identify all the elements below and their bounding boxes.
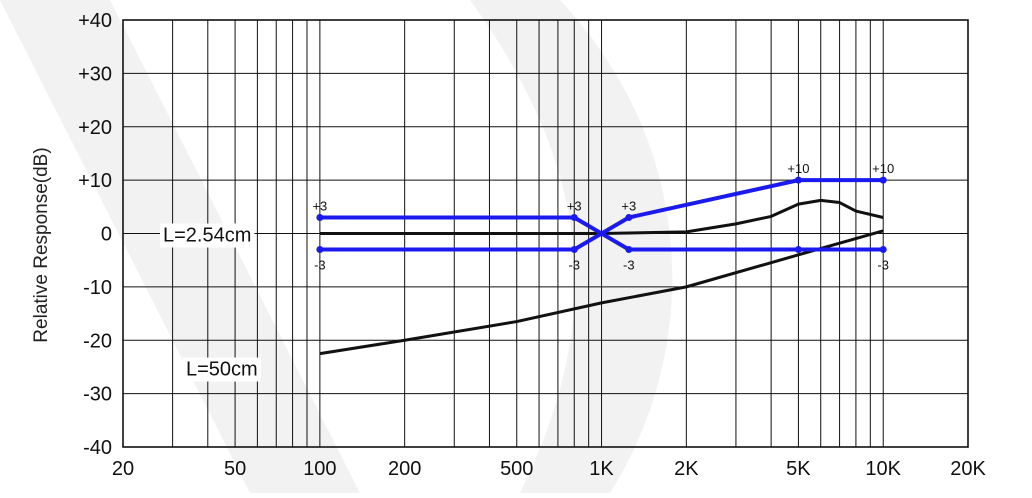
limit-value-label: +3 — [567, 198, 582, 213]
x-tick-label: 5K — [786, 458, 811, 480]
limit-point-lower — [880, 246, 887, 253]
x-tick-label: 200 — [388, 458, 421, 480]
y-tick-label: +30 — [78, 63, 112, 85]
series-annotation: L=2.54cm — [163, 225, 251, 247]
y-tick-label: +20 — [78, 117, 112, 139]
x-tick-label: 20K — [950, 458, 986, 480]
y-axis-label: Relative Response(dB) — [31, 147, 52, 342]
x-tick-label: 500 — [500, 458, 533, 480]
limit-value-label: -3 — [314, 258, 326, 273]
limit-point-lower — [625, 246, 632, 253]
limit-value-label: -3 — [623, 258, 635, 273]
x-tick-label: 10K — [865, 458, 901, 480]
limit-value-label: +10 — [872, 161, 894, 176]
limit-point-upper — [880, 177, 887, 184]
series-annotation: L=50cm — [186, 359, 258, 381]
y-tick-label: -30 — [83, 384, 112, 406]
limit-value-label: +10 — [787, 161, 809, 176]
limit-point-upper — [795, 177, 802, 184]
limit-point-upper — [316, 214, 323, 221]
limit-point-lower — [316, 246, 323, 253]
y-tick-label: -20 — [83, 330, 112, 352]
limit-value-label: +3 — [312, 198, 327, 213]
y-tick-label: +40 — [78, 10, 112, 32]
x-tick-label: 20 — [112, 458, 134, 480]
watermark-stroke-1 — [470, 0, 672, 493]
x-tick-label: 2K — [674, 458, 699, 480]
limit-value-label: -3 — [568, 258, 580, 273]
y-tick-label: -40 — [83, 437, 112, 459]
limit-point-upper — [571, 214, 578, 221]
limit-value-label: +3 — [621, 198, 636, 213]
x-tick-label: 50 — [224, 458, 246, 480]
y-tick-label: 0 — [101, 224, 112, 246]
y-tick-label: -10 — [83, 277, 112, 299]
limit-value-label: -3 — [877, 258, 889, 273]
limit-point-lower — [795, 246, 802, 253]
limit-point-lower — [571, 246, 578, 253]
x-tick-label: 1K — [589, 458, 614, 480]
x-tick-label: 100 — [303, 458, 336, 480]
limit-point-upper — [625, 214, 632, 221]
y-tick-label: +10 — [78, 170, 112, 192]
